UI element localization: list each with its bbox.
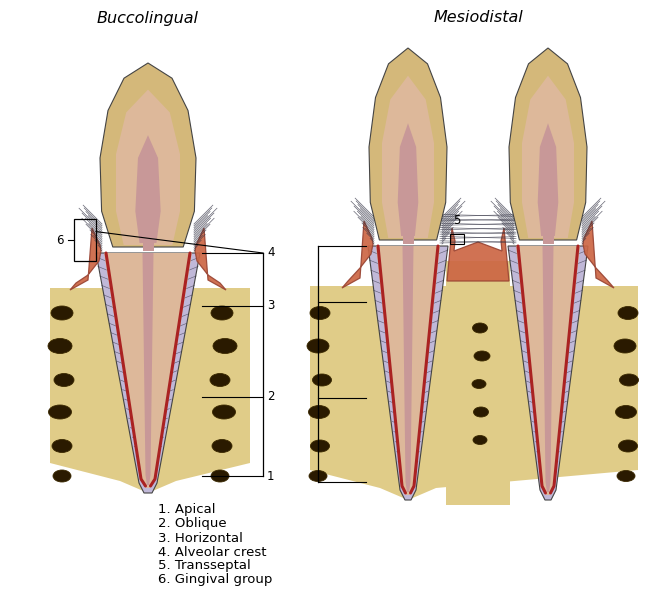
Polygon shape (104, 253, 192, 488)
Polygon shape (522, 76, 574, 238)
Polygon shape (96, 253, 200, 493)
Ellipse shape (210, 373, 230, 387)
Polygon shape (543, 236, 554, 244)
Text: Buccolingual: Buccolingual (97, 10, 199, 26)
Ellipse shape (211, 470, 229, 482)
Polygon shape (310, 286, 638, 500)
Ellipse shape (54, 373, 74, 387)
Polygon shape (100, 63, 196, 247)
Ellipse shape (614, 339, 636, 353)
Ellipse shape (620, 374, 639, 386)
Text: 6. Gingival group: 6. Gingival group (158, 573, 273, 587)
Ellipse shape (49, 405, 71, 419)
Polygon shape (538, 123, 558, 236)
Text: 2: 2 (267, 390, 275, 404)
Text: 1: 1 (267, 470, 275, 483)
Polygon shape (136, 135, 161, 243)
Ellipse shape (617, 471, 635, 482)
Polygon shape (402, 246, 413, 492)
Polygon shape (342, 221, 373, 288)
Ellipse shape (472, 379, 486, 389)
Ellipse shape (472, 323, 487, 333)
Polygon shape (402, 236, 413, 244)
Text: 6: 6 (56, 233, 64, 246)
Bar (446, 261, 510, 505)
Polygon shape (398, 123, 419, 236)
Text: 4. Alveolar crest: 4. Alveolar crest (158, 545, 267, 559)
Polygon shape (508, 246, 588, 500)
Ellipse shape (212, 405, 236, 419)
Text: 5. Transseptal: 5. Transseptal (158, 559, 251, 573)
Polygon shape (116, 89, 180, 245)
Ellipse shape (212, 440, 232, 452)
Text: 2. Oblique: 2. Oblique (158, 517, 227, 531)
Polygon shape (368, 246, 448, 500)
Ellipse shape (310, 306, 330, 319)
Polygon shape (376, 246, 440, 495)
Ellipse shape (615, 406, 637, 418)
Ellipse shape (48, 339, 72, 353)
Polygon shape (50, 288, 250, 493)
Polygon shape (583, 221, 614, 288)
Ellipse shape (618, 306, 638, 319)
Text: 3: 3 (267, 299, 275, 313)
Text: 1. Apical: 1. Apical (158, 503, 215, 517)
Polygon shape (143, 253, 154, 485)
Ellipse shape (211, 306, 233, 320)
Ellipse shape (473, 435, 487, 444)
Polygon shape (369, 48, 447, 240)
Ellipse shape (51, 306, 73, 320)
Ellipse shape (313, 374, 332, 386)
Ellipse shape (307, 339, 329, 353)
Polygon shape (543, 246, 554, 492)
Polygon shape (382, 76, 434, 238)
Text: 3. Horizontal: 3. Horizontal (158, 531, 243, 545)
Polygon shape (516, 246, 580, 495)
Text: 4: 4 (267, 246, 275, 260)
Polygon shape (70, 228, 101, 290)
Ellipse shape (310, 440, 330, 452)
Text: 5: 5 (453, 214, 461, 227)
Polygon shape (195, 228, 226, 290)
Ellipse shape (618, 440, 637, 452)
Ellipse shape (213, 339, 237, 353)
Ellipse shape (474, 407, 489, 417)
Polygon shape (509, 48, 587, 240)
Ellipse shape (52, 440, 72, 452)
Ellipse shape (53, 470, 71, 482)
Ellipse shape (308, 406, 330, 418)
Text: Mesiodistal: Mesiodistal (433, 10, 523, 26)
Ellipse shape (309, 471, 327, 482)
Polygon shape (143, 243, 154, 251)
Ellipse shape (474, 351, 490, 361)
Polygon shape (447, 228, 509, 281)
